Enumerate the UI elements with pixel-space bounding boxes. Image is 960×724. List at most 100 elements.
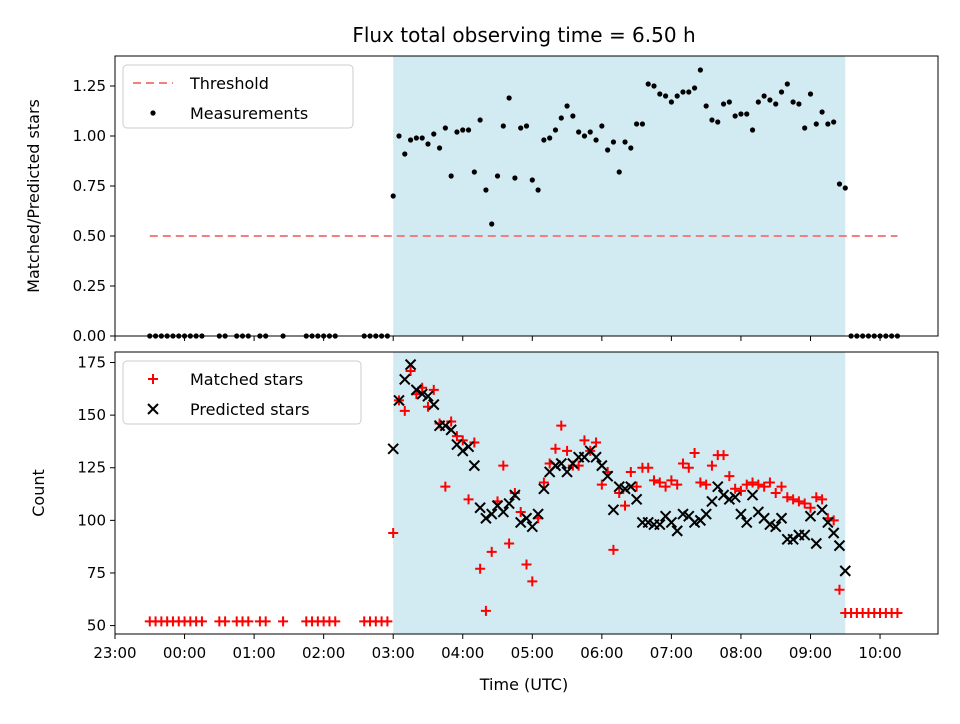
- matched-star-point: [834, 584, 845, 595]
- measurement-point: [668, 99, 674, 105]
- matched-star-point: [782, 492, 793, 503]
- predicted-star-point: [787, 533, 799, 546]
- x-tick-label: 09:00: [789, 644, 832, 662]
- measurement-point: [622, 139, 628, 145]
- predicted-star-point: [590, 451, 602, 463]
- x-tick-label: 05:00: [511, 644, 554, 662]
- measurement-point: [819, 109, 825, 115]
- measurement-point: [778, 89, 785, 95]
- measurement-point: [518, 125, 524, 131]
- matched-star-point: [538, 477, 549, 488]
- x-tick-label: 04:00: [441, 644, 484, 662]
- matched-star-point: [399, 405, 410, 416]
- matched-star-point: [579, 435, 590, 446]
- measurement-point: [396, 133, 402, 139]
- predicted-star-point: [393, 394, 405, 407]
- predicted-star-point: [526, 520, 539, 533]
- measurement-point: [697, 67, 703, 73]
- matched-star-point: [498, 460, 509, 471]
- predicted-star-point: [741, 516, 753, 529]
- predicted-star-point: [822, 516, 834, 529]
- predicted-star-point: [833, 539, 846, 552]
- predicted-star-point: [717, 489, 730, 501]
- matched-star-point: [677, 458, 688, 469]
- top-legend-box: [122, 64, 354, 129]
- top-axes-frame: [114, 55, 939, 337]
- measurement-point: [836, 181, 843, 187]
- bottom-legend-box: [122, 360, 362, 425]
- bottom-axes-frame: [114, 351, 939, 635]
- measurement-point: [738, 111, 744, 117]
- matched-star-point: [683, 462, 694, 473]
- matched-star-point: [446, 416, 457, 427]
- matched-star-point: [278, 616, 289, 627]
- matched-star-point: [811, 492, 822, 503]
- matched-star-point: [701, 479, 712, 490]
- matched-star-point: [892, 607, 903, 618]
- matched-star-point: [666, 475, 677, 486]
- measurement-point: [471, 169, 477, 175]
- measurement-point: [402, 151, 408, 157]
- measurement-point: [477, 117, 483, 123]
- legend-measurement-swatch: [150, 110, 156, 116]
- matched-star-point: [660, 481, 671, 492]
- measurement-point: [634, 121, 640, 127]
- bottom-panel: 50 75 100 125 150 175 23:00 00:00 01:00 02:00 03:0…: [77, 351, 939, 662]
- matched-star-point: [747, 477, 758, 488]
- matched-star-point: [689, 448, 700, 459]
- chart-title: Flux total observing time = 6.50 h: [352, 23, 695, 47]
- matched-star-point: [388, 527, 399, 538]
- measurement-point: [529, 177, 535, 183]
- measurement-point: [755, 99, 761, 105]
- measurement-point: [483, 187, 489, 193]
- predicted-star-point: [480, 512, 492, 524]
- matched-star-point: [463, 494, 474, 505]
- predicted-star-point: [532, 508, 544, 520]
- matched-star-point: [643, 462, 654, 473]
- measurement-point: [465, 127, 472, 133]
- bottom-y-tick-label: 175: [77, 354, 106, 372]
- measurement-point: [570, 113, 576, 119]
- measurement-point: [436, 145, 443, 151]
- matched-star-point: [469, 437, 480, 448]
- legend-label: Threshold: [189, 74, 269, 93]
- measurement-point: [749, 127, 756, 133]
- measurement-point: [709, 117, 715, 123]
- measurement-point: [558, 115, 564, 121]
- predicted-star-point: [706, 495, 718, 508]
- measurement-point: [547, 135, 553, 141]
- measurement-point: [726, 99, 732, 105]
- measurement-point: [831, 119, 837, 125]
- top-panel: 0.00 0.25 0.50 0.75 1.00 1.25 Threshold Measure…: [73, 55, 939, 345]
- matched-star-point: [654, 477, 665, 488]
- matched-star-point: [486, 546, 497, 557]
- matched-star-point: [753, 479, 764, 490]
- matched-star-point: [440, 481, 451, 492]
- matched-star-point: [614, 488, 625, 498]
- measurement-point: [796, 101, 802, 107]
- measurement-point: [587, 129, 593, 135]
- predicted-star-point: [520, 512, 533, 524]
- predicted-star-point: [439, 419, 452, 432]
- predicted-star-point: [601, 470, 614, 482]
- predicted-star-point: [596, 459, 608, 472]
- predicted-star-point: [509, 489, 521, 501]
- measurement-point: [599, 123, 605, 129]
- measurement-point: [576, 129, 582, 135]
- measurement-point: [506, 95, 512, 101]
- bottom-y-tick-label: 100: [77, 511, 106, 529]
- matched-star-point: [556, 420, 567, 431]
- predicted-star-point: [798, 529, 811, 541]
- matched-star-point: [625, 466, 636, 477]
- x-tick-label: 10:00: [858, 644, 901, 662]
- matched-star-point: [799, 498, 810, 509]
- x-tick-label: 00:00: [163, 644, 206, 662]
- matched-star-point: [608, 544, 619, 555]
- bottom-y-tick-label: 150: [77, 406, 106, 424]
- matched-star-point: [596, 479, 607, 490]
- legend-label: Matched stars: [190, 370, 303, 389]
- matched-star-point: [591, 437, 602, 448]
- measurement-point: [651, 83, 657, 89]
- x-tick-label: 03:00: [372, 644, 415, 662]
- measurement-point: [680, 89, 686, 95]
